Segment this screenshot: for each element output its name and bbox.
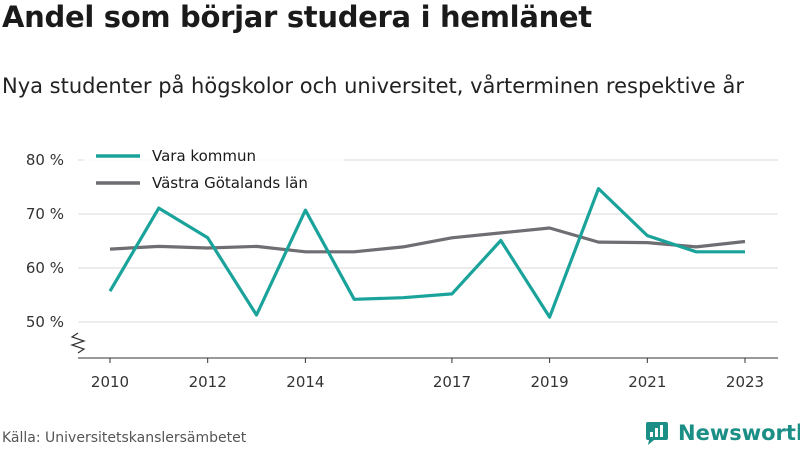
x-axis: [78, 357, 778, 363]
y-axis: 50 % 60 % 70 % 80 %: [26, 151, 86, 354]
x-tick-label: 2014: [286, 373, 324, 391]
newsworthy-logo-icon: [646, 422, 668, 445]
brand-name: Newsworthy: [678, 421, 800, 445]
x-tick-labels: 2010 2012 2014 2017 2019 2021 2023: [91, 373, 764, 391]
source-note: Källa: Universitetskanslersämbetet: [2, 430, 247, 446]
legend-label: Vara kommun: [152, 147, 256, 165]
brand-logo: Newsworthy: [644, 420, 800, 446]
x-tick-label: 2023: [726, 373, 764, 391]
series-line-vastra-gotalands-lan: [109, 226, 746, 254]
line-chart: 50 % 60 % 70 % 80 % 2010 2012 2014 2017 2019 202…: [25, 143, 778, 391]
legend: Vara kommun Västra Götalands län: [84, 143, 344, 197]
y-tick-label: 50 %: [26, 313, 64, 331]
x-tick-label: 2017: [433, 373, 471, 391]
y-tick-label: 70 %: [26, 205, 64, 223]
x-tick-label: 2019: [531, 373, 569, 391]
y-tick-label: 60 %: [26, 259, 64, 277]
legend-label: Västra Götalands län: [152, 174, 308, 192]
x-tick-label: 2012: [189, 373, 227, 391]
series-line-vara-kommun: [108, 187, 745, 319]
x-tick-label: 2010: [91, 373, 129, 391]
axis-break-icon: [70, 332, 86, 354]
series-lines: [108, 187, 746, 319]
y-tick-label: 80 %: [26, 151, 64, 169]
x-tick-label: 2021: [628, 373, 666, 391]
legend-background: [84, 143, 344, 197]
chart-title: Andel som börjar studera i hemlänet: [2, 0, 592, 34]
chart-subtitle: Nya studenter på högskolor och universit…: [2, 74, 744, 98]
